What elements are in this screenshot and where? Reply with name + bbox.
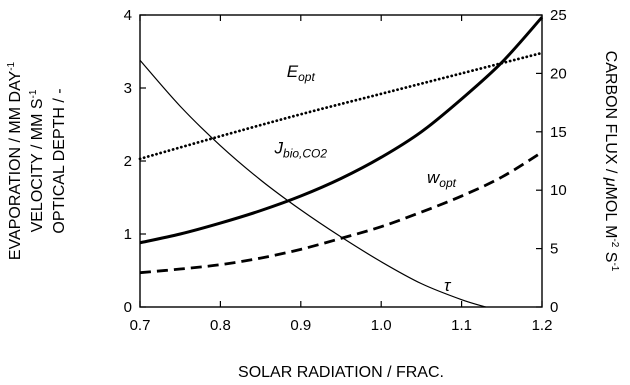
y-right-title-a: CARBON FLUX / xyxy=(602,51,619,178)
y-right-tick-label: 5 xyxy=(550,241,558,258)
y-right-title-mu: μ xyxy=(602,177,619,187)
x-tick-label: 0.7 xyxy=(130,317,151,334)
svg-text:EVAPORATION / MM DAY-1: EVAPORATION / MM DAY-1 xyxy=(6,61,24,260)
x-tick-label: 1.0 xyxy=(371,317,392,334)
y-right-title-sup2: -1 xyxy=(609,262,620,271)
y-right-tick-label: 15 xyxy=(550,124,567,141)
y-right-axis-title: CARBON FLUX / μMOL M-2 S-1 xyxy=(602,51,620,272)
y-left-tick-label: 3 xyxy=(124,80,132,97)
x-tick-label: 0.8 xyxy=(210,317,231,334)
y-left-title-line-3: OPTICAL DEPTH / - xyxy=(51,88,68,233)
y-left-tick-label: 4 xyxy=(124,7,132,24)
y-right-tick-label: 10 xyxy=(550,182,567,199)
svg-text:VELOCITY / MM S-1: VELOCITY / MM S-1 xyxy=(28,89,46,232)
series-labels: Eopt Jbio,CO2 wopt τ xyxy=(274,62,457,295)
series-line-w_opt xyxy=(139,151,543,275)
series-label-w_opt: wopt xyxy=(427,168,457,190)
x-tick-label: 1.1 xyxy=(451,317,472,334)
series-line-tau xyxy=(139,59,486,308)
y-right-tick-label: 20 xyxy=(550,65,567,82)
y-left-title-line-2-sup: -1 xyxy=(28,89,39,98)
series-line-E_opt xyxy=(138,51,544,161)
svg-text:OPTICAL DEPTH / -: OPTICAL DEPTH / - xyxy=(51,88,68,233)
y-right-title-c: S xyxy=(602,247,619,262)
y-left-tick-label: 0 xyxy=(124,299,132,316)
y-left-tick-label: 2 xyxy=(124,153,132,170)
plot-frame xyxy=(139,14,543,308)
svg-text:CARBON FLUX / μMOL M-2 S-1: CARBON FLUX / μMOL M-2 S-1 xyxy=(602,51,620,272)
series-label-tau: τ xyxy=(444,276,452,295)
x-tick-label: 1.2 xyxy=(532,317,553,334)
series-line-J_bio_CO2 xyxy=(139,16,544,245)
series-layer xyxy=(138,16,544,308)
y-left-title-line-1-sup: -1 xyxy=(6,61,17,70)
y-right-title-sup1: -2 xyxy=(609,238,620,247)
y-right-title-b: MOL M xyxy=(602,187,619,239)
y-left-axis-title: EVAPORATION / MM DAY-1 VELOCITY / MM S-1… xyxy=(6,61,68,260)
y-right-tick-label: 25 xyxy=(550,7,567,24)
y-left-tick-label: 1 xyxy=(124,226,132,243)
x-axis-title: SOLAR RADIATION / FRAC. xyxy=(238,364,444,381)
y-left-title-line-2: VELOCITY / MM S xyxy=(29,98,46,232)
y-right-tick-label: 0 xyxy=(550,299,558,316)
x-tick-label: 0.9 xyxy=(290,317,311,334)
y-left-title-line-1: EVAPORATION / MM DAY xyxy=(7,70,24,260)
series-label-E_opt: Eopt xyxy=(287,62,316,84)
series-label-J_bio_CO2: Jbio,CO2 xyxy=(274,139,328,161)
